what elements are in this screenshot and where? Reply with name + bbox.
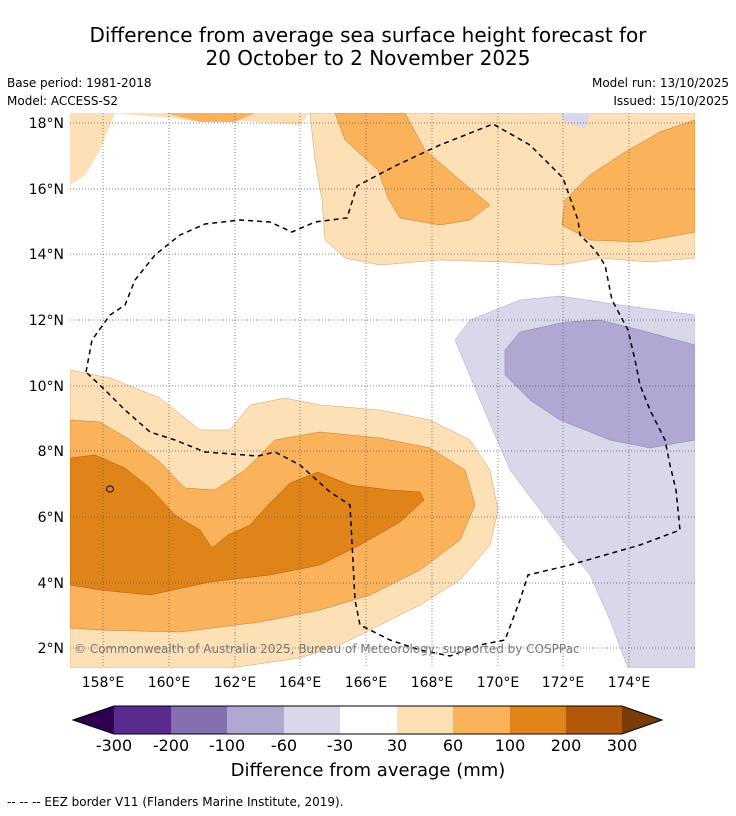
contour-ne-neg (560, 113, 590, 128)
contour-north-60-b (561, 119, 695, 243)
lat-label: 12°N (29, 313, 64, 329)
contour-north-60-a (334, 113, 491, 226)
lon-label: 158°E (82, 675, 125, 691)
colorbar-segment (453, 706, 510, 734)
lat-label: 18°N (29, 116, 64, 132)
model-run: Model run: 13/10/2025 (591, 76, 729, 90)
colorbar-segment (284, 706, 340, 734)
colorbar-tick: -60 (271, 736, 297, 755)
colorbar-tick: 30 (387, 736, 407, 755)
colorbar-extend-low (73, 706, 114, 734)
colorbar-extend-high (622, 706, 662, 734)
title-line-2: 20 October to 2 November 2025 (205, 46, 531, 70)
meta-right: Model run: 13/10/2025 Issued: 15/10/2025 (592, 74, 729, 110)
lon-label: 164°E (279, 675, 322, 691)
gridlines (70, 113, 695, 668)
title-line-1: Difference from average sea surface heig… (89, 23, 647, 47)
colorbar-title: Difference from average (mm) (230, 760, 506, 781)
colorbar-tick: 60 (443, 736, 463, 755)
lon-label: 172°E (542, 675, 585, 691)
lat-label: 6°N (38, 510, 64, 526)
lon-label: 160°E (148, 675, 191, 691)
colorbar-segment (114, 706, 171, 734)
meta-left: Base period: 1981-2018 Model: ACCESS-S2 (7, 74, 152, 110)
issued-date: Issued: 15/10/2025 (613, 94, 729, 108)
colorbar-segment (510, 706, 566, 734)
colorbar-segment (227, 706, 284, 734)
island (106, 485, 114, 493)
copyright-text: © Commonwealth of Australia 2025, Bureau… (74, 642, 580, 656)
colorbar-outline (71, 705, 664, 735)
lat-label: 8°N (38, 444, 64, 460)
colorbar (71, 705, 664, 735)
colorbar-segment (340, 706, 397, 734)
colorbar-tick: 100 (495, 736, 526, 755)
colorbar-tick: -200 (153, 736, 189, 755)
lon-label: 168°E (411, 675, 454, 691)
colorbar-tick: -100 (209, 736, 245, 755)
colorbar-tick: 300 (607, 736, 638, 755)
lon-label: 166°E (345, 675, 388, 691)
lon-label: 174°E (608, 675, 651, 691)
contour-nw-60-b (165, 113, 255, 122)
contour-east-neg60 (504, 319, 695, 449)
colorbar-tick-labels: -300 -200 -100 -60 -30 30 60 100 200 300 (96, 736, 637, 755)
lat-label: 16°N (29, 182, 64, 198)
colorbar-segment (566, 706, 622, 734)
colorbar-segment (397, 706, 453, 734)
lat-label: 2°N (38, 641, 64, 657)
colorbar-tick: -300 (96, 736, 132, 755)
lat-label: 10°N (29, 379, 64, 395)
lon-label: 162°E (214, 675, 257, 691)
base-period: Base period: 1981-2018 (7, 76, 152, 90)
contour-nw-edge (70, 113, 115, 185)
latitude-labels: 18°N 16°N 14°N 12°N 10°N 8°N 6°N 4°N 2°N (29, 116, 64, 657)
colorbar-tick: -30 (327, 736, 353, 755)
contour-south-100 (70, 454, 425, 596)
map-plot-area (70, 113, 695, 668)
lat-label: 14°N (29, 247, 64, 263)
lon-label: 170°E (477, 675, 520, 691)
colorbar-tick: 200 (551, 736, 582, 755)
lat-label: 4°N (38, 576, 64, 592)
footnote: -- -- -- EEZ border V11 (Flanders Marine… (7, 795, 344, 809)
colorbar-segment (171, 706, 227, 734)
eez-border (85, 123, 681, 657)
model-name: Model: ACCESS-S2 (7, 94, 119, 108)
longitude-labels: 158°E 160°E 162°E 164°E 166°E 168°E 170°… (82, 675, 651, 691)
